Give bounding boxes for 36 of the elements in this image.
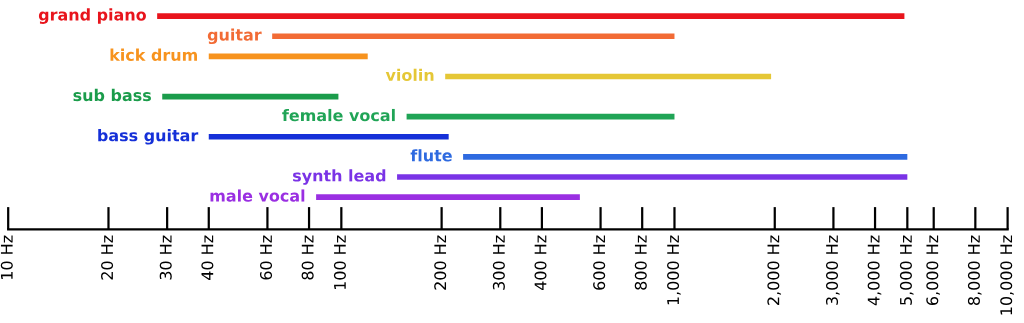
y-tick-label: grand piano (38, 8, 146, 24)
y-tick-label: synth lead (293, 169, 386, 185)
x-tick-label: 400 Hz (534, 235, 547, 291)
bar (463, 154, 908, 160)
y-tick-label: violin (385, 68, 434, 82)
x-tick-label: 6,000 Hz (926, 235, 940, 305)
bar (316, 194, 580, 200)
x-tick-label: 80 Hz (301, 235, 314, 280)
x-tick-label: 10 Hz (0, 235, 13, 279)
bar (208, 133, 449, 140)
bar (397, 174, 908, 180)
y-tick-label: male vocal (210, 189, 305, 202)
x-tick-label: 100 Hz (333, 235, 346, 290)
x-tick-label: 2,000 Hz (767, 235, 782, 305)
y-tick-label: female vocal (282, 108, 395, 122)
x-tick-label: 800 Hz (634, 235, 647, 290)
y-tick-label: kick drum (110, 48, 197, 61)
y-tick-label: sub bass (73, 88, 151, 102)
x-tick-label: 600 Hz (593, 235, 606, 290)
bar (272, 33, 675, 40)
x-tick-label: 1,000 Hz (667, 235, 681, 305)
x-tick-label: 4,000 Hz (867, 235, 882, 306)
x-tick-label: 40 Hz (201, 235, 214, 280)
x-tick-label: 60 Hz (259, 235, 273, 280)
y-tick-label: bass guitar (98, 129, 199, 145)
x-tick-label: 5,000 Hz (899, 235, 914, 305)
x-tick-label: 200 Hz (434, 235, 447, 290)
x-tick-label: 8,000 Hz (967, 235, 982, 305)
x-tick-label: 300 Hz (492, 235, 505, 290)
x-tick-label: 20 Hz (101, 235, 114, 280)
x-tick-label: 30 Hz (159, 235, 172, 280)
y-tick-label: flute (410, 149, 452, 162)
bar (157, 13, 905, 19)
x-tick-label: 10,000 Hz (1000, 235, 1014, 315)
x-tick-label: 3,000 Hz (825, 235, 840, 305)
y-tick-label: guitar (207, 28, 262, 44)
